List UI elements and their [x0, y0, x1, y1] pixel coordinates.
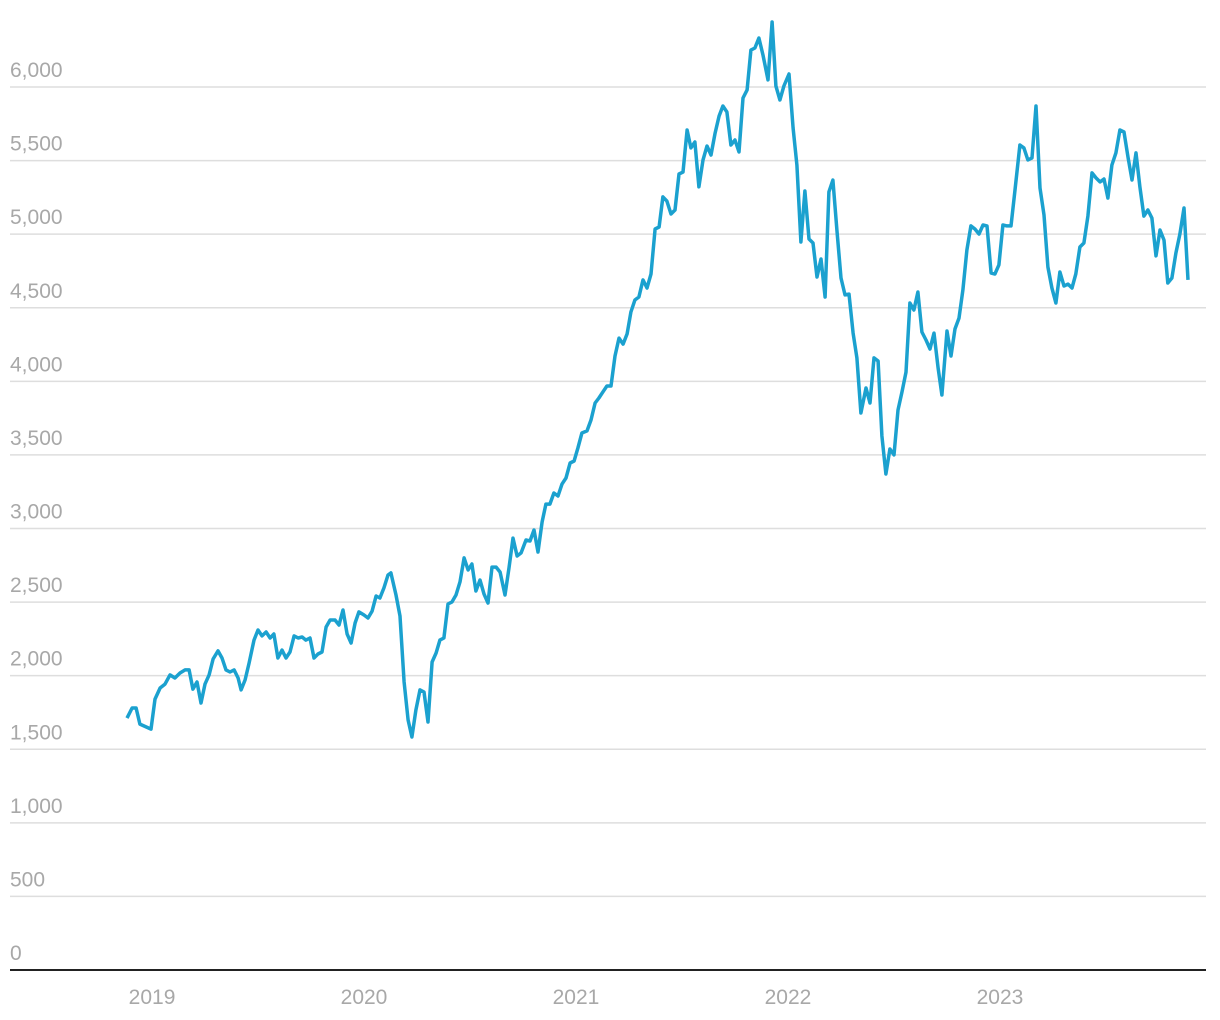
y-tick-label: 1,000 — [10, 795, 63, 818]
y-tick-label: 2,000 — [10, 648, 63, 671]
y-tick-label: 1,500 — [10, 721, 63, 744]
x-tick-label: 2020 — [341, 986, 388, 1009]
y-tick-label: 5,000 — [10, 206, 63, 229]
line — [125, 20, 1190, 739]
x-tick-label: 2022 — [765, 986, 812, 1009]
y-tick-label: 0 — [10, 942, 22, 965]
x-tick-label: 2021 — [553, 986, 600, 1009]
x-tick-label: 2019 — [129, 986, 176, 1009]
y-tick-label: 3,500 — [10, 427, 63, 450]
y-tick-label: 6,000 — [10, 59, 63, 82]
y-tick-label: 4,000 — [10, 353, 63, 376]
y-tick-label: 3,000 — [10, 501, 63, 524]
y-tick-label: 2,500 — [10, 574, 63, 597]
y-tick-label: 5,500 — [10, 133, 63, 156]
y-tick-label: 500 — [10, 868, 45, 891]
y-tick-label: 4,500 — [10, 280, 63, 303]
x-tick-label: 2023 — [977, 986, 1024, 1009]
